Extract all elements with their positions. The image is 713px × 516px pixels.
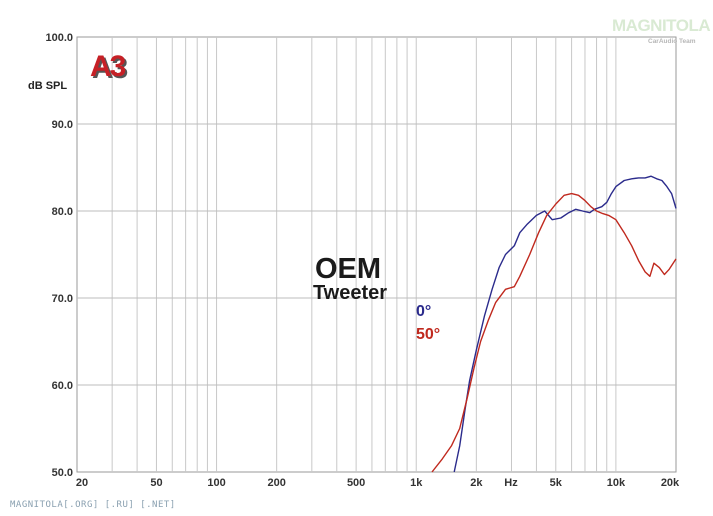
a3-badge-text: A3 [90,50,126,83]
x-tick-label: 5k [550,477,563,489]
y-axis-label: dB SPL [28,80,67,92]
x-tick-label: 2k [470,477,483,489]
y-tick-label: 80.0 [52,206,73,218]
brand-logo: MAGNITOLA CarAudio Team [612,16,711,52]
x-tick-label: 500 [347,477,365,489]
brand-logo-subtext: CarAudio Team [648,38,696,45]
annotation-sub: Tweeter [313,282,387,304]
x-tick-label: 50 [150,477,162,489]
plot-area [76,36,677,473]
annotation-main: OEM [315,253,381,285]
x-tick-label: 200 [267,477,285,489]
x-tick-label: 20k [661,477,680,489]
series-line-1 [431,192,677,473]
x-tick-label: 100 [207,477,225,489]
y-tick-label: 100.0 [45,32,73,44]
x-tick-label: 1k [410,477,423,489]
y-tick-label: 70.0 [52,293,73,305]
y-tick-label: 90.0 [52,119,73,131]
x-unit-label: Hz [504,477,518,489]
axis-labels: 100.0 90.0 80.0 70.0 60.0 50.0 dB SPL 20 50 100 20… [28,32,680,489]
x-tick-label: 20 [76,477,88,489]
brand-logo-text: MAGNITOLA [612,16,711,35]
footer-text: MAGNITOLA[.ORG] [.RU] [.NET] [10,500,176,510]
series-lines [431,175,677,473]
grid-lines [77,37,676,472]
legend-series-1: 50° [416,326,440,343]
y-tick-label: 60.0 [52,380,73,392]
legend-series-0: 0° [416,303,431,320]
x-tick-label: 10k [607,477,626,489]
a3-badge-shadow: A3 [92,52,128,85]
a3-badge: A3 A3 [90,50,130,85]
series-line-0 [453,175,677,473]
y-tick-label: 50.0 [52,467,73,479]
